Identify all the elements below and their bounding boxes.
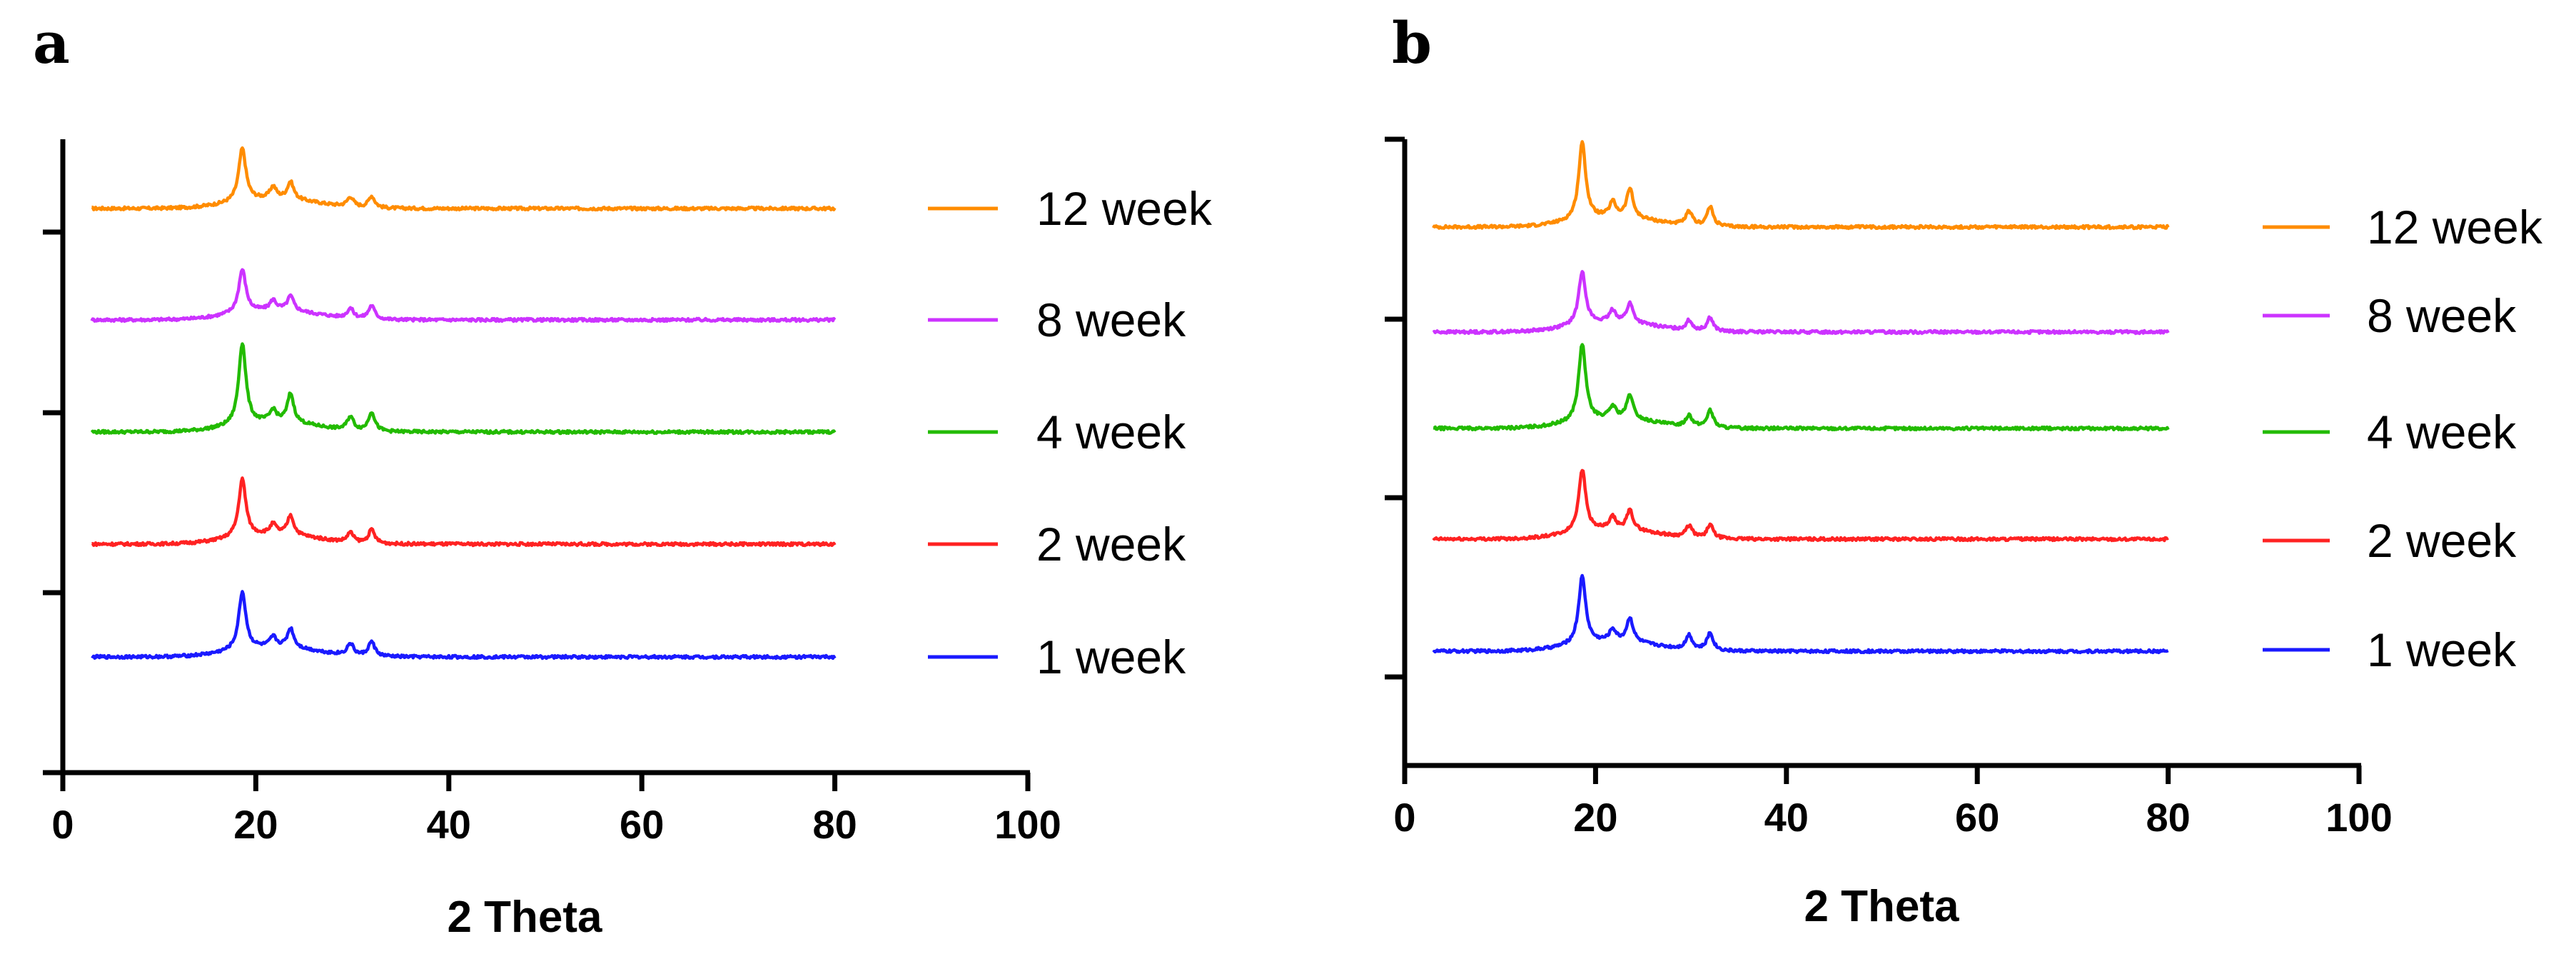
x-tick-label: 80: [812, 802, 857, 847]
panel-b-x-axis-title: 2 Theta: [1804, 882, 1959, 931]
legend-label: 8 week: [2367, 289, 2517, 342]
legend-label: 12 week: [2367, 201, 2543, 253]
panel-b-chart: b 0 20 40 60 80 100 12 week 8 week 4 week 2 week…: [1385, 9, 2543, 931]
x-tick-label: 60: [1955, 795, 1999, 840]
panel-a-legend: 12 week 8 week 4 week 2 week 1 week: [928, 182, 1213, 683]
legend-label: 2 week: [2367, 514, 2517, 567]
series-line: [90, 342, 837, 436]
series-line: [1432, 468, 2169, 543]
panel-b-legend: 12 week 8 week 4 week 2 week 1 week: [2263, 201, 2543, 676]
x-tick-label: 40: [427, 802, 471, 847]
series-line: [90, 268, 837, 323]
x-tick-label: 20: [233, 802, 278, 847]
x-tick-label: 20: [1573, 795, 1617, 840]
legend-label: 2 week: [1036, 518, 1186, 571]
series-line: [1432, 573, 2169, 655]
x-tick-label: 0: [1393, 795, 1415, 840]
panel-a-axes: 0 20 40 60 80 100: [43, 139, 1061, 847]
legend-label: 8 week: [1036, 293, 1186, 346]
panel-b-axes: 0 20 40 60 80 100: [1385, 136, 2393, 840]
legend-label: 4 week: [2367, 406, 2517, 458]
x-tick-label: 0: [51, 802, 74, 847]
x-tick-label: 100: [2325, 795, 2392, 840]
x-tick-label: 60: [620, 802, 664, 847]
x-tick-label: 100: [994, 802, 1061, 847]
panel-b-label: b: [1392, 9, 1432, 76]
legend-label: 1 week: [1036, 631, 1186, 683]
series-line: [1432, 270, 2170, 336]
panel-b-traces: [1432, 140, 2170, 655]
x-tick-label: 80: [2146, 795, 2190, 840]
panel-a-chart: a 0 20 40 60 80 100 12 week 8 week 4 week 2 week…: [33, 9, 1213, 942]
panel-a-label: a: [33, 9, 70, 76]
x-tick-label: 40: [1764, 795, 1809, 840]
series-line: [91, 476, 837, 548]
legend-label: 12 week: [1036, 182, 1213, 235]
series-line: [91, 590, 837, 661]
series-line: [91, 146, 837, 212]
panel-a-traces: [90, 146, 837, 661]
legend-label: 1 week: [2367, 623, 2517, 676]
series-line: [1433, 343, 2170, 432]
panel-a-x-axis-title: 2 Theta: [447, 893, 602, 942]
legend-label: 4 week: [1036, 406, 1186, 458]
series-line: [1432, 140, 2170, 231]
